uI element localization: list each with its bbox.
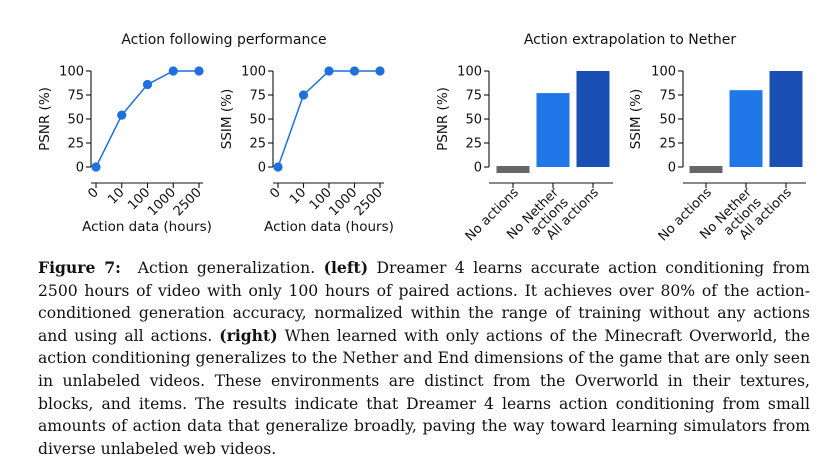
line-chart-2-xlabel: Action data (hours) [264,219,394,235]
chart-2-ytick-label-100: 100 [457,65,482,80]
chart-0-ytick-label-100: 100 [59,65,84,80]
caption-title: Action generalization. [137,259,316,277]
chart-0-xtick-label-10: 10 [105,185,127,207]
chart-2-bar-no-actions [496,166,530,173]
caption-right-text: When learned with only actions of the Mi… [38,326,810,458]
chart-0-xtick-label-1000: 1000 [145,185,179,219]
chart-2-ytick-label-75: 75 [465,89,482,104]
chart-0-ytick-label-0: 0 [76,161,84,176]
left-panel-title: Action following performance [121,32,326,48]
chart-3-ytick-label-25: 25 [659,137,676,152]
caption-right-tag: (right) [219,325,278,345]
chart-0-point-2500 [194,66,204,76]
caption-left-tag: (left) [323,258,369,277]
chart-2-ytick-label-25: 25 [465,137,482,152]
chart-3-ylabel: SSIM (%) [628,89,644,149]
chart-1-ytick-label-100: 100 [241,65,266,80]
right-panel-title: Action extrapolation to Nether [524,32,737,48]
chart-0-xtick-label-2500: 2500 [171,185,205,219]
chart-2-ytick-label-0: 0 [474,161,482,176]
chart-0-xtick-label-0: 0 [85,185,101,201]
chart-3-bar-no-actions [689,166,723,173]
chart-0-ytick-label-50: 50 [67,113,84,128]
caption-label: Figure 7: [38,258,121,277]
chart-3-ytick-label-50: 50 [659,113,676,128]
figure: Action following performance Action extr… [37,32,806,244]
chart-2-ytick-label-50: 50 [465,113,482,128]
chart-3-bar-all-actions [769,71,803,167]
chart-2-bar-no-nether-actions [536,93,570,167]
chart-1-series-line [277,70,380,168]
chart-1-ylabel: SSIM (%) [219,89,235,149]
chart-1-ytick-label-50: 50 [249,113,266,128]
chart-1-ytick-label-25: 25 [249,137,266,152]
chart-1-point-1000 [349,66,360,76]
chart-0-point-100 [142,79,153,90]
chart-1-point-100 [324,66,334,76]
caption-left-text: Dreamer 4 learns accurate action conditi… [38,259,810,345]
chart-3-ytick-label-100: 100 [651,65,676,80]
chart-1-xtick-label-2500: 2500 [352,185,386,219]
chart-0-ytick-label-75: 75 [67,89,84,104]
chart-1-xtick-label-10: 10 [287,185,309,207]
chart-0-ylabel: PSNR (%) [37,87,53,151]
chart-3-ytick-label-0: 0 [668,161,676,176]
chart-0-ytick-label-25: 25 [67,137,84,152]
chart-2-bar-all-actions [576,71,610,167]
chart-0-point-0 [91,162,101,172]
figure-caption: Figure 7: Action generalization. (left) … [38,257,810,460]
chart-1-ytick-label-75: 75 [249,89,266,104]
chart-1-point-10 [298,90,309,100]
chart-1-point-2500 [375,66,385,76]
chart-1-xtick-label-1000: 1000 [326,185,360,219]
chart-1-ytick-label-0: 0 [258,161,266,176]
chart-3-ytick-label-75: 75 [659,89,676,104]
chart-1-point-0 [273,162,283,172]
line-chart-1-xlabel: Action data (hours) [82,219,212,235]
chart-2-ylabel: PSNR (%) [435,87,451,151]
chart-1-xtick-label-0: 0 [267,185,283,201]
chart-0-point-1000 [168,66,178,76]
chart-0-point-10 [117,110,127,120]
chart-3-bar-no-nether-actions [729,90,763,167]
